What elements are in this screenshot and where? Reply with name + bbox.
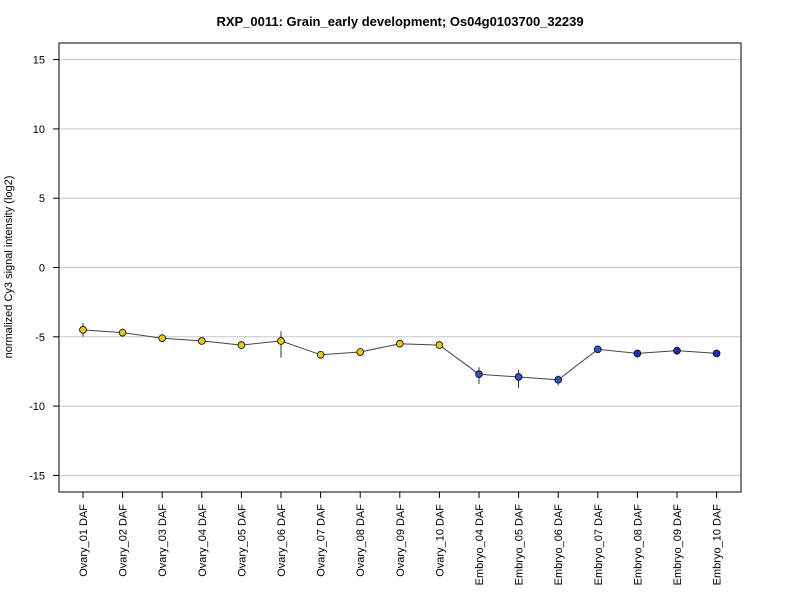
data-point — [554, 375, 562, 384]
x-tick-label: Embryo_04 DAF — [474, 504, 486, 586]
y-tick-label: 10 — [33, 124, 45, 136]
data-point — [158, 334, 167, 342]
x-tick-label: Embryo_10 DAF — [712, 504, 724, 586]
data-point — [395, 339, 404, 348]
data-point — [475, 370, 483, 379]
series-line — [82, 329, 717, 381]
x-tick-label: Ovary_04 DAF — [197, 504, 209, 577]
data-point — [435, 341, 444, 349]
x-tick-label: Ovary_05 DAF — [236, 504, 248, 577]
y-tick-label: 0 — [39, 263, 45, 275]
y-tick-label: -15 — [29, 470, 45, 482]
data-point — [316, 351, 325, 359]
x-tick-label: Ovary_06 DAF — [276, 504, 288, 577]
data-point — [237, 341, 246, 349]
x-tick-label: Ovary_10 DAF — [434, 504, 446, 577]
x-tick-label: Embryo_07 DAF — [593, 504, 605, 586]
x-tick-label: Ovary_08 DAF — [355, 504, 367, 577]
data-point — [118, 328, 127, 337]
x-tick-label: Embryo_09 DAF — [672, 504, 684, 586]
y-axis-label: normalized Cy3 signal intensity (log2) — [3, 176, 15, 359]
data-point — [198, 337, 206, 345]
x-tick-label: Embryo_06 DAF — [553, 504, 565, 586]
axes: -15 -10 -5 0 5 10 15 Ovary_01 DAF Ovary_02 DAF Ov… — [29, 55, 724, 586]
data-point — [277, 337, 285, 345]
y-tick-label: 5 — [39, 193, 45, 205]
data-point — [514, 373, 523, 381]
data-point — [593, 345, 602, 354]
grid-lines — [59, 59, 741, 476]
x-tick-label: Embryo_08 DAF — [632, 504, 644, 586]
y-tick-label: 15 — [33, 55, 45, 67]
data-point — [79, 326, 87, 334]
chart-title: RXP_0011: Grain_early development; Os04g… — [216, 14, 583, 29]
series-layer — [79, 322, 721, 389]
plot-frame — [58, 42, 742, 493]
x-tick-label: Ovary_07 DAF — [316, 504, 328, 577]
data-point — [712, 349, 721, 358]
y-tick-label: -10 — [29, 401, 45, 413]
y-tick-label: -5 — [35, 332, 45, 344]
data-point — [673, 346, 681, 355]
x-tick-label: Ovary_03 DAF — [157, 504, 169, 577]
x-tick-label: Ovary_02 DAF — [118, 504, 130, 577]
x-tick-label: Embryo_05 DAF — [514, 504, 526, 586]
x-tick-label: Ovary_09 DAF — [395, 504, 407, 577]
data-point — [356, 348, 365, 356]
data-point — [633, 349, 642, 358]
x-tick-label: Ovary_01 DAF — [78, 504, 90, 577]
